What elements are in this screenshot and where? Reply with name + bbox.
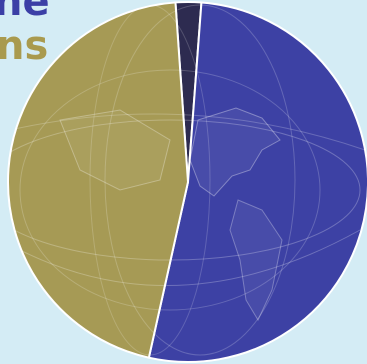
pie-slice-1 bbox=[147, 1, 367, 363]
pie-slice-2 bbox=[7, 1, 190, 359]
title-fragment-top: ne bbox=[0, 0, 50, 25]
pie-slices bbox=[7, 1, 367, 363]
title-fragment-bottom: ns bbox=[0, 23, 49, 69]
